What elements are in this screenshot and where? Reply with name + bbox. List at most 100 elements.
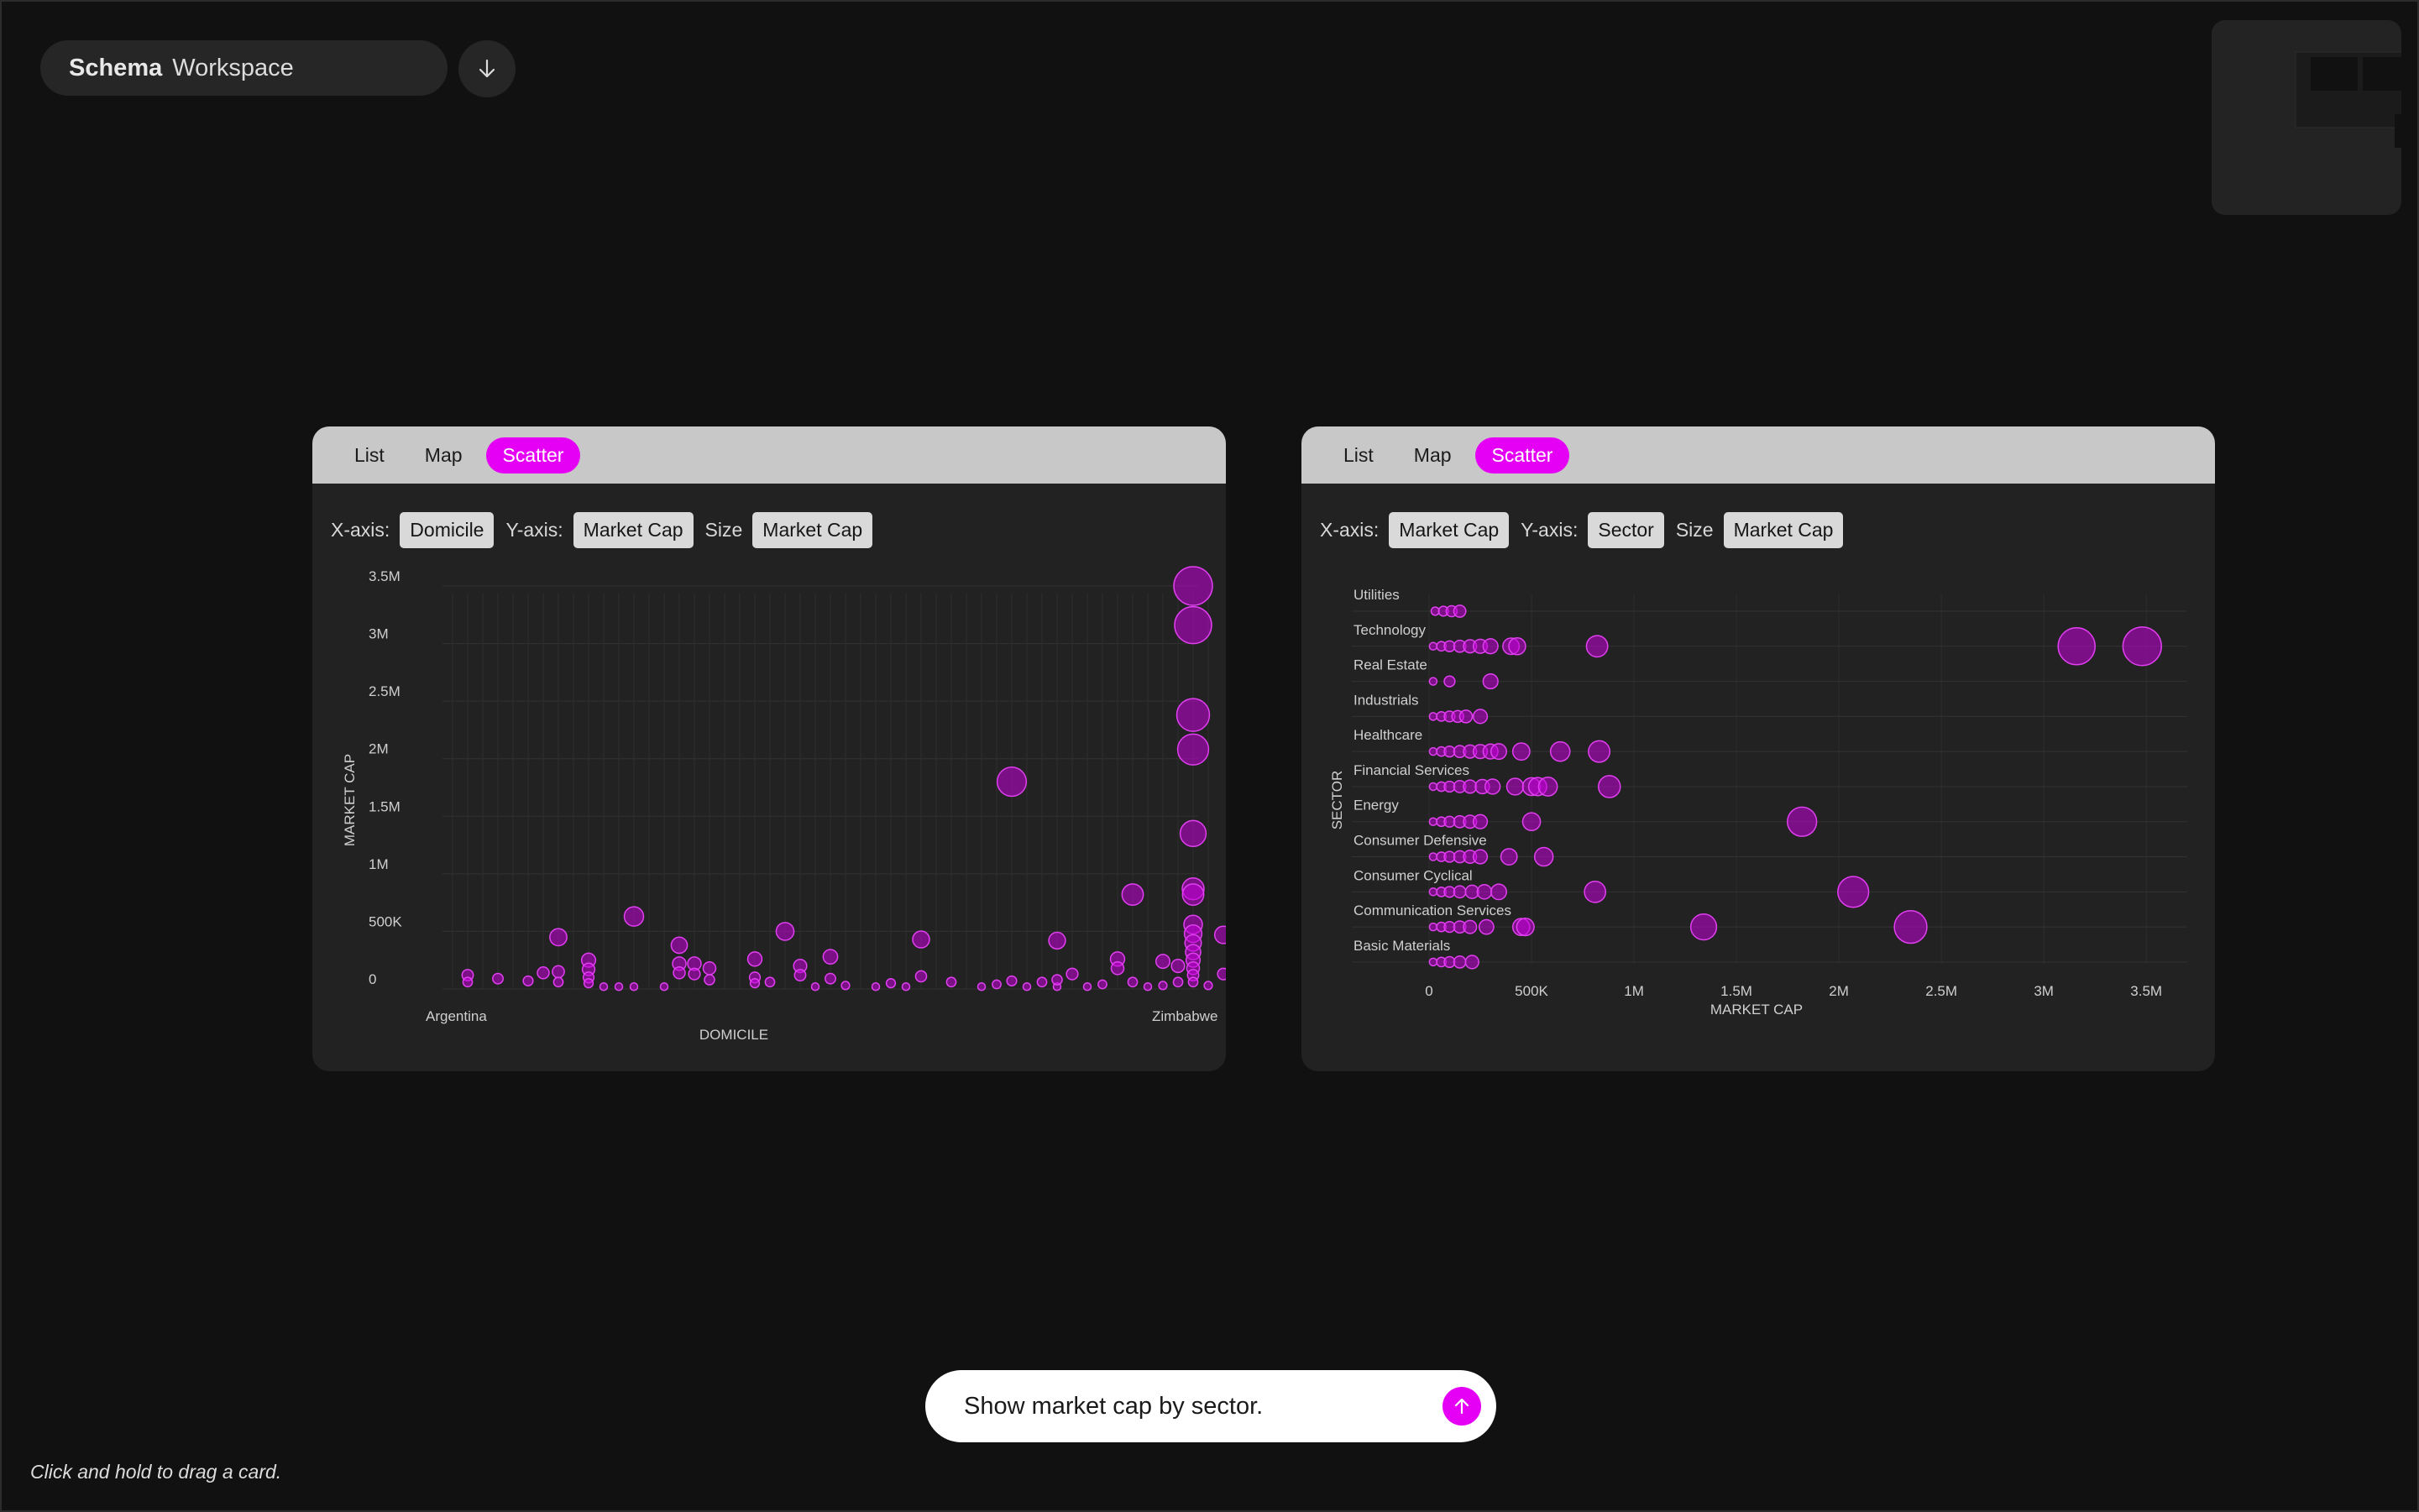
send-button[interactable] — [1442, 1387, 1481, 1426]
y-tick-label: 1.5M — [369, 798, 401, 814]
workspace-title-bar[interactable]: Schema Workspace — [40, 40, 448, 96]
scatter-point — [623, 906, 645, 927]
scatter-point — [1173, 566, 1213, 606]
scatter-point — [1464, 955, 1479, 970]
scatter-card-domicile[interactable]: List Map Scatter X-axis: Domicile Y-axis… — [312, 426, 1226, 1071]
y-tick-label: 0 — [369, 971, 376, 987]
x-axis-select[interactable]: Market Cap — [1389, 512, 1510, 548]
size-select[interactable]: Market Cap — [1723, 512, 1844, 548]
scatter-point — [537, 966, 550, 980]
scatter-card-sector[interactable]: List Map Scatter X-axis: Market Cap Y-ax… — [1301, 426, 2215, 1071]
scatter-point — [1428, 712, 1438, 721]
tab-scatter[interactable]: Scatter — [485, 437, 581, 473]
scatter-point — [945, 976, 957, 988]
prompt-input[interactable]: Show market cap by sector. — [925, 1370, 1496, 1442]
scatter-point — [1428, 817, 1438, 827]
scatter-point — [901, 981, 911, 991]
scatter-point — [583, 978, 594, 989]
scatter-plot-domicile: 0 500K 1M 1.5M 2M 2.5M 3M 3.5M Argentina Zimbabwe… — [342, 566, 1226, 1043]
x-tick-label: 3.5M — [2130, 983, 2162, 999]
scatter-point — [1463, 919, 1478, 934]
scatter-point — [1127, 976, 1139, 988]
scatter-point — [1174, 605, 1212, 645]
y-tick-label: Financial Services — [1353, 762, 1469, 778]
scatter-point — [1443, 675, 1456, 688]
scatter-point — [775, 922, 795, 941]
scatter-point — [825, 972, 836, 985]
scatter-point — [1036, 976, 1048, 988]
scatter-point — [1428, 852, 1438, 861]
scatter-point — [840, 981, 851, 991]
minimap[interactable] — [2212, 20, 2401, 215]
scatter-point — [1006, 975, 1018, 986]
scatter-point — [1549, 740, 1571, 762]
scatter-point — [1428, 922, 1438, 932]
scatter-point — [1428, 641, 1438, 651]
y-axis-select[interactable]: Sector — [1588, 512, 1664, 548]
scatter-point — [1472, 814, 1489, 829]
y-tick-label: Consumer Cyclical — [1353, 867, 1473, 883]
scatter-point — [1472, 849, 1489, 865]
y-tick-label: Real Estate — [1353, 657, 1427, 673]
scatter-point — [793, 969, 807, 981]
scatter-point — [673, 966, 686, 980]
scatter-point — [1121, 883, 1144, 906]
scatter-point — [1482, 672, 1499, 690]
y-axis-select[interactable]: Market Cap — [573, 512, 694, 548]
scatter-point — [1476, 884, 1493, 900]
x-axis-title: MARKET CAP — [1710, 1002, 1803, 1018]
scatter-point — [2122, 626, 2163, 667]
scatter-point — [1490, 743, 1507, 761]
x-axis-label: X-axis: — [331, 519, 390, 541]
size-select[interactable]: Market Cap — [752, 512, 873, 548]
scatter-point — [629, 981, 639, 991]
x-axis-label: X-axis: — [1320, 519, 1380, 541]
download-button[interactable] — [458, 40, 516, 97]
scatter-point — [1584, 880, 1607, 903]
scatter-point — [1428, 746, 1438, 756]
tab-map[interactable]: Map — [424, 443, 463, 466]
x-tick-label: 3M — [2034, 983, 2054, 999]
scatter-point — [1428, 957, 1438, 967]
tab-scatter[interactable]: Scatter — [1474, 437, 1570, 473]
brand-name: Schema — [69, 54, 163, 81]
view-tabs: List Map Scatter — [312, 426, 1226, 484]
x-tick-label: 1.5M — [1720, 983, 1752, 999]
y-tick-label: Communication Services — [1353, 902, 1511, 918]
x-tick-label: 1M — [1624, 983, 1644, 999]
scatter-point — [1689, 913, 1718, 941]
y-axis-title: MARKET CAP — [342, 754, 358, 846]
scatter-point — [822, 949, 839, 965]
scatter-point — [659, 981, 669, 991]
tab-list[interactable]: List — [1343, 443, 1374, 466]
scatter-point — [1203, 981, 1213, 991]
y-tick-label: Technology — [1353, 622, 1427, 638]
scatter-point — [1187, 976, 1199, 988]
scatter-point — [1453, 885, 1467, 899]
scatter-point — [1505, 777, 1525, 796]
scatter-point — [914, 970, 928, 983]
tab-map[interactable]: Map — [1413, 443, 1452, 466]
arrow-up-icon — [1454, 1398, 1469, 1415]
scatter-point — [702, 961, 717, 976]
scatter-point — [1893, 909, 1928, 944]
drag-hint: Click and hold to drag a card. — [30, 1461, 282, 1483]
workspace-label: Workspace — [172, 54, 294, 81]
y-tick-label: 3.5M — [369, 568, 401, 584]
scatter-point — [1511, 742, 1531, 761]
y-tick-label: Consumer Defensive — [1353, 833, 1487, 849]
scatter-point — [614, 981, 624, 991]
x-tick-label: 2.5M — [1925, 983, 1957, 999]
scatter-point — [1155, 954, 1170, 970]
scatter-point — [549, 928, 568, 947]
x-tick-label: 2M — [1829, 983, 1849, 999]
scatter-plot-sector: 0 500K 1M 1.5M 2M 2.5M 3M 3.5M Utilities Technolo… — [1329, 587, 2187, 1018]
scatter-point — [1082, 981, 1092, 991]
tab-list[interactable]: List — [354, 443, 385, 466]
scatter-point — [670, 936, 689, 955]
scatter-point — [2057, 627, 2096, 666]
y-tick-label: 2M — [369, 741, 389, 757]
scatter-point — [1428, 782, 1438, 792]
x-axis-select[interactable]: Domicile — [400, 512, 495, 548]
scatter-point — [1537, 777, 1558, 797]
